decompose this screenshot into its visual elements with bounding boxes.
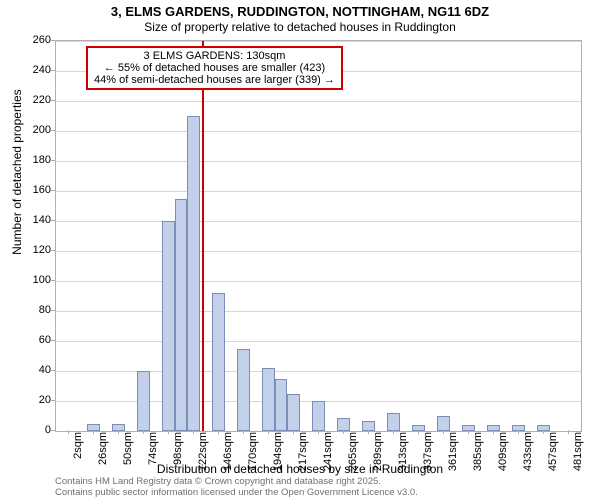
annotation-line1: 3 ELMS GARDENS: 130sqm [94,50,335,62]
plot-area: 3 ELMS GARDENS: 130sqm ← 55% of detached… [55,40,582,432]
y-tick-label: 220 [11,94,51,106]
histogram-bar [87,424,100,432]
histogram-bar [175,199,188,432]
x-tick-mark [468,430,469,434]
gridline [56,341,581,342]
annotation-box: 3 ELMS GARDENS: 130sqm ← 55% of detached… [86,46,343,90]
histogram-bar [512,425,525,431]
histogram-bar [362,421,375,432]
footer: Contains HM Land Registry data © Crown c… [55,477,600,498]
x-tick-mark [193,430,194,434]
x-tick-mark [243,430,244,434]
x-tick-label: 26sqm [97,432,109,465]
gridline [56,221,581,222]
y-axis-label: Number of detached properties [10,89,24,254]
histogram-bar [137,371,150,431]
x-axis-label: Distribution of detached houses by size … [0,462,600,476]
x-tick-mark [93,430,94,434]
gridline [56,131,581,132]
y-tick-label: 120 [11,244,51,256]
histogram-bar [312,401,325,431]
y-tick-label: 140 [11,214,51,226]
histogram-bar [187,116,200,431]
y-tick-label: 100 [11,274,51,286]
x-tick-mark [318,430,319,434]
x-tick-mark [568,430,569,434]
histogram-bar [487,425,500,431]
y-tick-label: 240 [11,64,51,76]
histogram-bar [112,424,125,432]
x-tick-mark [168,430,169,434]
chart-title: 3, ELMS GARDENS, RUDDINGTON, NOTTINGHAM,… [0,4,600,19]
histogram-bar [387,413,400,431]
y-tick-label: 0 [11,424,51,436]
x-tick-mark [68,430,69,434]
property-marker-line [202,41,204,431]
histogram-bar [412,425,425,431]
gridline [56,281,581,282]
gridline [56,41,581,42]
x-tick-mark [418,430,419,434]
x-tick-mark [118,430,119,434]
x-tick-label: 98sqm [172,432,184,465]
histogram-bar [275,379,288,432]
x-tick-mark [268,430,269,434]
y-tick-label: 160 [11,184,51,196]
x-tick-mark [293,430,294,434]
x-tick-label: 2sqm [72,432,84,459]
x-tick-mark [518,430,519,434]
histogram-bar [287,394,300,432]
y-tick-label: 20 [11,394,51,406]
x-tick-mark [443,430,444,434]
histogram-bar [462,425,475,431]
histogram-bar [337,418,350,432]
histogram-bar [537,425,550,431]
y-tick-label: 40 [11,364,51,376]
y-tick-label: 180 [11,154,51,166]
y-tick-label: 80 [11,304,51,316]
gridline [56,311,581,312]
annotation-line3: 44% of semi-detached houses are larger (… [94,74,335,86]
x-tick-mark [543,430,544,434]
chart-container: 3, ELMS GARDENS, RUDDINGTON, NOTTINGHAM,… [0,0,600,500]
annotation-line2: ← 55% of detached houses are smaller (42… [94,62,335,74]
y-tick-label: 200 [11,124,51,136]
x-tick-label: 50sqm [122,432,134,465]
gridline [56,191,581,192]
histogram-bar [162,221,175,431]
y-tick-label: 260 [11,34,51,46]
x-tick-mark [493,430,494,434]
x-tick-mark [393,430,394,434]
histogram-bar [262,368,275,431]
x-tick-label: 74sqm [147,432,159,465]
footer-line1: Contains HM Land Registry data © Crown c… [55,477,600,487]
x-tick-mark [143,430,144,434]
x-tick-mark [343,430,344,434]
footer-line2: Contains public sector information licen… [55,488,600,498]
y-tick-label: 60 [11,334,51,346]
x-tick-mark [368,430,369,434]
x-tick-mark [218,430,219,434]
gridline [56,251,581,252]
gridline [56,371,581,372]
histogram-bar [212,293,225,431]
gridline [56,161,581,162]
gridline [56,101,581,102]
histogram-bar [237,349,250,432]
chart-subtitle: Size of property relative to detached ho… [0,20,600,34]
histogram-bar [437,416,450,431]
